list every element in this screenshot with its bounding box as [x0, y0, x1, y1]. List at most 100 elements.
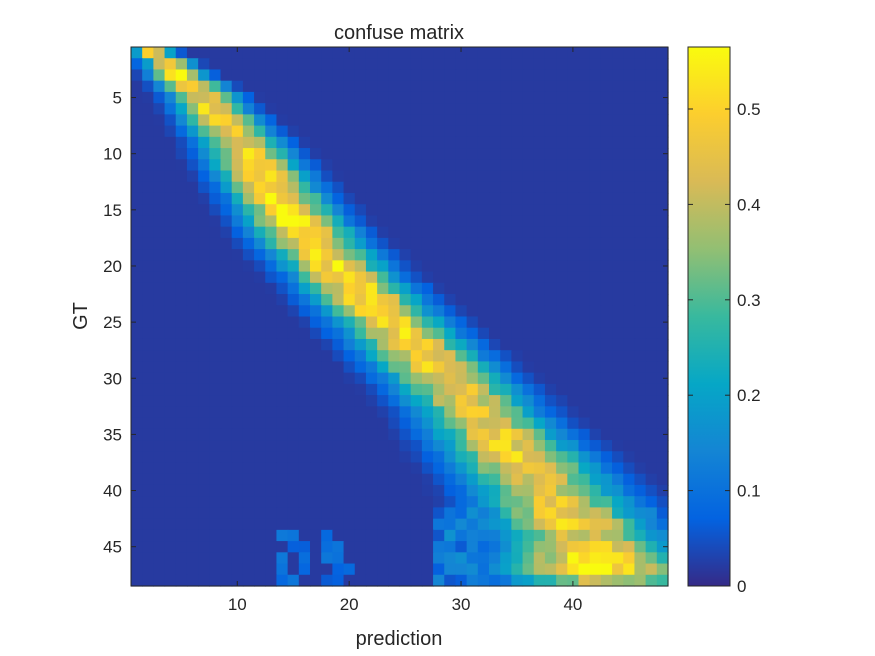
heatmap-cell	[298, 440, 311, 452]
heatmap-cell	[209, 383, 222, 396]
heatmap-cell	[377, 159, 389, 172]
heatmap-cell	[287, 305, 300, 318]
heatmap-cell	[365, 103, 378, 115]
heatmap-cell	[220, 125, 233, 138]
heatmap-cell	[377, 125, 389, 138]
heatmap-cell	[634, 473, 647, 486]
heatmap-cell	[321, 316, 333, 329]
heatmap-cell	[231, 215, 244, 228]
heatmap-cell	[399, 417, 412, 430]
heatmap-cell	[388, 462, 401, 475]
heatmap-cell	[656, 249, 669, 261]
heatmap-cell	[332, 484, 345, 497]
heatmap-cell	[421, 58, 434, 71]
heatmap-cell	[321, 47, 333, 59]
heatmap-cell	[354, 473, 367, 486]
heatmap-cell	[399, 91, 412, 104]
heatmap-cell	[600, 350, 613, 363]
heatmap-cell	[533, 529, 546, 542]
heatmap-plot-area[interactable]	[131, 47, 669, 587]
heatmap-cell	[511, 541, 524, 553]
heatmap-cell	[600, 451, 613, 464]
heatmap-cell	[589, 204, 602, 217]
heatmap-cell	[377, 383, 389, 396]
heatmap-cell	[634, 406, 647, 419]
heatmap-cell	[343, 271, 356, 284]
heatmap-cell	[421, 204, 434, 217]
heatmap-cell	[466, 181, 479, 194]
heatmap-cell	[265, 462, 278, 475]
heatmap-cell	[522, 338, 535, 351]
heatmap-cell	[489, 406, 501, 419]
heatmap-cell	[634, 395, 647, 407]
heatmap-cell	[332, 316, 345, 329]
heatmap-cell	[634, 170, 647, 183]
heatmap-cell	[477, 417, 490, 430]
heatmap-cell	[343, 47, 356, 59]
heatmap-cell	[310, 282, 322, 295]
heatmap-cell	[365, 350, 378, 363]
heatmap-cell	[310, 462, 322, 475]
heatmap-cell	[131, 507, 143, 520]
heatmap-cell	[354, 271, 367, 284]
heatmap-cell	[231, 226, 244, 239]
heatmap-cell	[399, 473, 412, 486]
heatmap-cell	[533, 496, 546, 508]
heatmap-cell	[310, 473, 322, 486]
heatmap-cell	[276, 574, 289, 587]
heatmap-cell	[298, 249, 311, 261]
heatmap-cell	[522, 406, 535, 419]
heatmap-cell	[556, 462, 568, 475]
heatmap-cell	[489, 496, 501, 508]
heatmap-cell	[589, 125, 602, 138]
heatmap-cell	[164, 204, 177, 217]
heatmap-cell	[287, 428, 300, 441]
heatmap-cell	[242, 462, 255, 475]
heatmap-cell	[231, 552, 244, 565]
heatmap-cell	[511, 574, 524, 587]
heatmap-cell	[544, 260, 557, 273]
heatmap-cell	[556, 125, 568, 138]
heatmap-cell	[489, 125, 501, 138]
heatmap-cell	[354, 170, 367, 183]
heatmap-cell	[600, 305, 613, 318]
heatmap-cell	[310, 294, 322, 306]
heatmap-cell	[645, 294, 658, 306]
heatmap-cell	[399, 260, 412, 273]
heatmap-cell	[410, 103, 423, 115]
heatmap-cell	[310, 136, 322, 149]
heatmap-cell	[533, 440, 546, 452]
heatmap-cell	[645, 440, 658, 452]
heatmap-cell	[242, 136, 255, 149]
heatmap-cell	[600, 271, 613, 284]
heatmap-cell	[421, 529, 434, 542]
heatmap-cell	[421, 451, 434, 464]
heatmap-cell	[142, 249, 154, 261]
heatmap-cell	[421, 350, 434, 363]
heatmap-cell	[242, 406, 255, 419]
heatmap-cell	[242, 260, 255, 273]
heatmap-cell	[600, 148, 613, 160]
heatmap-cell	[354, 305, 367, 318]
heatmap-cell	[500, 395, 512, 407]
heatmap-cell	[634, 563, 647, 576]
heatmap-cell	[354, 58, 367, 71]
heatmap-cell	[220, 91, 233, 104]
heatmap-cell	[444, 294, 457, 306]
heatmap-cell	[578, 215, 591, 228]
heatmap-cell	[589, 181, 602, 194]
heatmap-cell	[321, 271, 333, 284]
heatmap-cell	[444, 47, 457, 59]
heatmap-cell	[410, 372, 423, 385]
heatmap-cell	[511, 316, 524, 329]
heatmap-cell	[612, 316, 624, 329]
heatmap-cell	[254, 507, 266, 520]
heatmap-cell	[310, 496, 322, 508]
heatmap-cell	[466, 47, 479, 59]
heatmap-cell	[522, 159, 535, 172]
heatmap-cell	[198, 69, 210, 82]
heatmap-cell	[365, 574, 378, 587]
heatmap-cell	[198, 170, 210, 183]
heatmap-cell	[589, 563, 602, 576]
heatmap-cell	[175, 204, 188, 217]
